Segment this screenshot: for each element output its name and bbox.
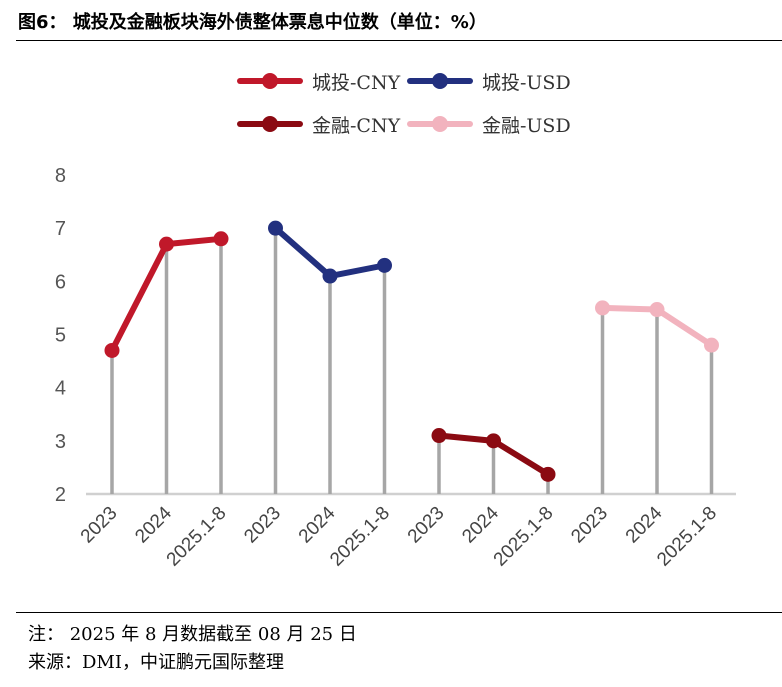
source-note: 来源：DMI，中证鹏元国际整理 [28,652,284,673]
data-point [649,302,665,318]
x-tick-label: 2023 [77,503,122,548]
legend-swatch [236,68,308,94]
legend-label: 城投-USD [482,71,571,94]
y-tick-label: 8 [55,165,66,187]
x-tick-label: 2024 [131,502,176,547]
legend-label: 金融-CNY [312,114,401,137]
data-point [159,236,174,252]
footnote: 注： 2025 年 8 月数据截至 08 月 25 日 [28,624,357,645]
x-tick-label: 2024 [458,502,503,547]
y-tick-label: 6 [55,271,66,293]
data-point [431,428,447,444]
y-tick-label: 2 [55,484,66,506]
data-point [104,342,120,358]
chart-title: 图6： 城投及金融板块海外债整体票息中位数（单位：%） [18,12,487,33]
legend-swatch [236,111,308,137]
x-tick-label: 2025.1-8 [163,503,231,571]
top-rule [16,40,782,41]
y-tick-label: 4 [55,378,66,400]
data-point [595,300,610,316]
data-point [268,220,283,236]
legend-label: 城投-CNY [312,71,401,94]
data-point [540,466,556,482]
data-point [377,257,392,273]
legend-swatch [406,111,478,137]
data-point [486,433,501,449]
x-tick-label: 2025.1-8 [490,503,558,571]
x-tick-label: 2023 [404,503,449,548]
legend-item-jinrong-usd: 金融-USD [406,111,571,137]
data-point [213,231,229,247]
x-tick-label: 2023 [240,503,285,548]
legend-label: 金融-USD [482,114,571,137]
x-tick-label: 2025.1-8 [326,503,394,571]
y-tick-label: 3 [55,431,66,453]
data-point [322,268,338,284]
x-tick-label: 2024 [622,502,667,547]
x-tick-label: 2024 [295,502,340,547]
x-tick-label: 2023 [567,503,612,548]
legend-swatch [406,68,478,94]
legend-item-jinrong-cny: 金融-CNY [236,111,400,137]
y-tick-label: 7 [55,218,66,240]
y-tick-label: 5 [55,325,66,347]
legend-item-chengtou-cny: 城投-CNY [236,68,400,94]
data-point [704,337,719,353]
bottom-rule [16,612,782,613]
legend-item-chengtou-usd: 城投-USD [406,68,571,94]
x-tick-label: 2025.1-8 [653,503,721,571]
